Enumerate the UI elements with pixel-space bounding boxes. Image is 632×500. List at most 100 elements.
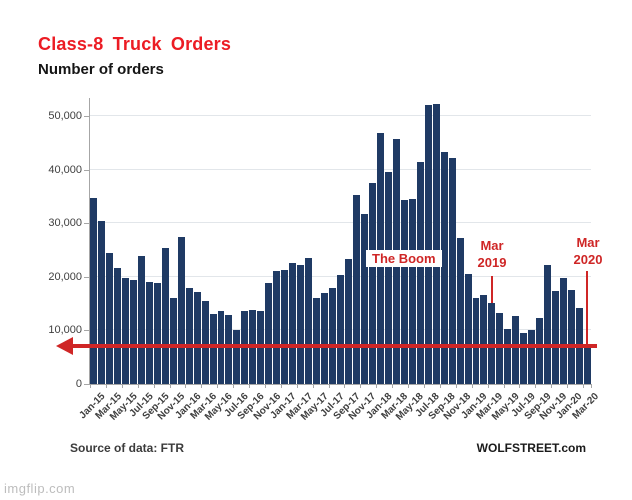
bar-May-19 <box>504 329 512 384</box>
bar-Apr-18 <box>400 200 408 384</box>
bar-Apr-19 <box>496 313 504 384</box>
x-axis-tick <box>567 384 569 388</box>
gridline <box>90 168 591 170</box>
mar-2020-line1: Mar <box>576 235 600 250</box>
x-axis-tick <box>344 384 346 388</box>
x-axis-tick <box>169 384 171 388</box>
bar-Aug-19 <box>528 329 536 384</box>
x-axis-tick <box>376 384 378 388</box>
bar-Feb-18 <box>384 171 392 384</box>
bar-Apr-17 <box>305 258 313 384</box>
y-axis-tick-label: 20,000 <box>48 270 82 283</box>
x-axis-tick <box>264 384 266 388</box>
x-axis-tick <box>90 384 91 388</box>
y-axis-tick-label: 30,000 <box>48 217 82 230</box>
mar-2019-line1: Mar <box>480 238 504 253</box>
x-axis-tick <box>296 384 298 388</box>
left-arrowhead-icon <box>56 336 73 355</box>
bar-Dec-15 <box>177 236 185 384</box>
gridline <box>90 222 591 224</box>
x-axis-tick <box>519 384 521 388</box>
bar-Apr-16 <box>209 314 217 384</box>
bar-Mar-20 <box>584 345 592 384</box>
bar-Oct-18 <box>448 158 456 384</box>
bar-Mar-15 <box>105 252 113 384</box>
y-axis-tick-label: 0 <box>75 378 82 390</box>
bar-Mar-19 <box>488 303 496 384</box>
x-axis-tick <box>424 384 425 388</box>
chart-subtitle: Number of orders <box>38 61 164 78</box>
y-axis-tick-label: 10,000 <box>48 324 82 337</box>
bar-Jun-17 <box>321 292 329 384</box>
bar-Jul-19 <box>520 333 528 384</box>
bar-Nov-16 <box>265 282 273 384</box>
mar-2020-annotation: Mar 2020 <box>556 234 620 268</box>
mar-2019-line2: 2019 <box>477 255 507 270</box>
bar-Nov-19 <box>552 290 560 384</box>
bar-Dec-17 <box>368 183 376 384</box>
x-axis-tick <box>392 384 394 388</box>
bar-Feb-19 <box>480 294 488 384</box>
bar-Jun-16 <box>225 314 233 384</box>
bar-Jan-16 <box>185 288 193 384</box>
bar-Mar-16 <box>201 300 209 384</box>
y-axis-tick <box>84 276 89 278</box>
x-axis-tick <box>121 384 123 388</box>
mar-2019-annotation: Mar 2019 <box>460 237 524 271</box>
bar-Jun-18 <box>416 161 424 384</box>
bar-Sep-15 <box>153 283 161 384</box>
bar-Jul-17 <box>329 287 337 384</box>
mar-2020-pointer-line <box>586 271 589 346</box>
y-axis-tick <box>84 384 89 385</box>
x-axis-tick <box>455 384 457 388</box>
y-axis-tick <box>84 223 89 225</box>
x-axis-tick <box>439 384 441 388</box>
bar-Feb-17 <box>289 262 297 384</box>
y-axis-tick <box>84 169 89 171</box>
bar-Dec-19 <box>560 277 568 384</box>
bar-Jun-19 <box>512 316 520 384</box>
bar-Apr-15 <box>113 268 121 384</box>
mar-2019-pointer-line <box>490 276 493 304</box>
x-axis-tick <box>153 384 155 388</box>
x-axis-tick <box>360 384 362 388</box>
x-axis-tick <box>471 384 473 388</box>
brand-label: WOLFSTREET.com <box>476 441 586 455</box>
bar-Dec-16 <box>273 271 281 384</box>
bar-Sep-18 <box>440 151 448 384</box>
x-axis-tick <box>249 384 251 388</box>
boom-annotation: The Boom <box>366 250 442 267</box>
bar-Jan-17 <box>281 269 289 384</box>
data-source-label: Source of data: FTR <box>70 441 185 455</box>
x-axis-tick <box>233 384 235 388</box>
x-axis-tick <box>137 384 139 388</box>
bar-Dec-18 <box>464 273 472 384</box>
x-axis-line <box>86 384 592 385</box>
bar-Aug-15 <box>145 281 153 384</box>
bar-Oct-15 <box>161 247 169 384</box>
bar-Aug-17 <box>337 275 344 384</box>
y-axis-tick <box>84 116 89 117</box>
bar-Feb-16 <box>193 291 201 384</box>
chart-title: Class-8 Truck Orders <box>38 34 232 54</box>
x-axis-tick <box>201 384 203 388</box>
bar-Oct-17 <box>352 194 360 384</box>
x-axis-tick <box>583 384 585 388</box>
bar-Jul-18 <box>424 105 432 384</box>
bar-Aug-18 <box>432 103 440 384</box>
bar-Jul-15 <box>137 256 145 384</box>
bar-Sep-19 <box>536 318 544 384</box>
bar-Nov-17 <box>360 213 368 384</box>
bar-Jul-16 <box>233 329 241 384</box>
bar-Nov-18 <box>456 237 464 384</box>
x-axis-tick <box>280 384 282 388</box>
x-axis-tick <box>487 384 489 388</box>
bar-Oct-19 <box>544 265 552 384</box>
bar-Feb-15 <box>97 221 105 384</box>
bar-Sep-17 <box>345 259 352 384</box>
bar-May-18 <box>408 199 416 384</box>
bar-Jun-15 <box>129 280 137 384</box>
bar-Jan-20 <box>568 290 576 384</box>
x-axis-tick <box>591 384 592 388</box>
